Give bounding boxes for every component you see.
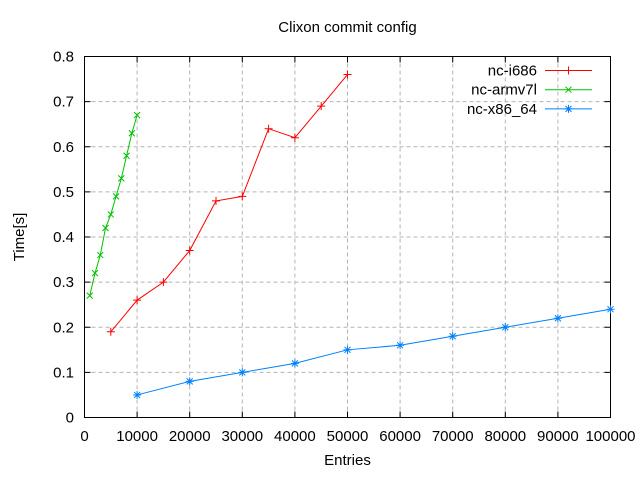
series-line	[110, 74, 348, 333]
series-markers	[133, 305, 615, 399]
chart-title: Clixon commit config	[278, 19, 417, 36]
y-tick-label: 0.5	[53, 184, 74, 201]
y-tick-label: 0.8	[53, 49, 74, 66]
series-markers	[106, 70, 352, 336]
x-axis-title: Entries	[324, 452, 371, 469]
y-tick-label: 0.1	[53, 364, 74, 381]
x-tick-label: 60000	[379, 428, 421, 445]
x-tick-label: 40000	[274, 428, 316, 445]
tick-labels: 0 10000 20000 30000 40000 50000 60000 70000 8000…	[53, 49, 635, 446]
x-tick-label: 100000	[585, 428, 635, 445]
legend-label: nc-i686	[488, 63, 537, 80]
y-tick-label: 0	[66, 410, 74, 427]
y-tick-label: 0.2	[53, 319, 74, 336]
legend-entry-nc-armv7l: nc-armv7l	[471, 82, 592, 99]
plot-border	[84, 56, 611, 418]
legend-label: nc-armv7l	[471, 82, 537, 99]
x-tick-label: 30000	[221, 428, 263, 445]
legend-entry-nc-x86_64: nc-x86_64	[467, 101, 592, 118]
legend-label: nc-x86_64	[467, 101, 537, 118]
legend: nc-i686 nc-armv7l nc-x86_64	[467, 63, 592, 118]
x-tick-label: 10000	[116, 428, 158, 445]
y-tick-label: 0.4	[53, 229, 74, 246]
series-markers	[86, 111, 141, 300]
x-tick-label: 80000	[484, 428, 526, 445]
legend-entry-nc-i686: nc-i686	[488, 63, 592, 80]
x-tick-label: 70000	[432, 428, 474, 445]
series-nc-i686	[106, 70, 352, 336]
y-tick-label: 0.3	[53, 274, 74, 291]
legend-marker	[564, 104, 573, 113]
series-nc-x86_64	[133, 305, 615, 399]
legend-marker	[565, 86, 572, 94]
y-axis-title: Time[s]	[11, 212, 28, 262]
series-line	[136, 308, 611, 396]
series-nc-armv7l	[86, 111, 141, 300]
x-tick-label: 20000	[169, 428, 211, 445]
series-line	[89, 115, 138, 296]
y-tick-label: 0.6	[53, 139, 74, 156]
grid-lines	[84, 56, 611, 418]
x-tick-label: 50000	[327, 428, 369, 445]
y-tick-label: 0.7	[53, 94, 74, 111]
x-tick-label: 90000	[537, 428, 579, 445]
legend-marker	[564, 66, 573, 75]
x-tick-label: 0	[80, 428, 88, 445]
